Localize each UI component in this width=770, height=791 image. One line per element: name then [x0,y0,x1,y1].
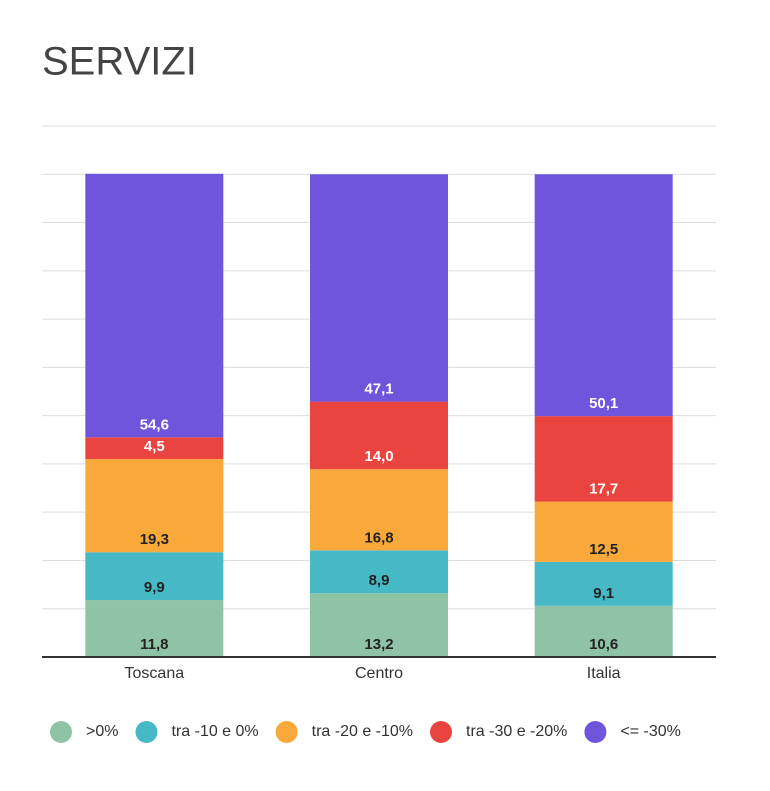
bar-segment [534,605,673,657]
legend-label: >0% [86,723,118,740]
x-tick-label: Italia [587,665,621,682]
legend-marker [135,721,158,743]
value-label: 8,9 [369,572,390,589]
value-label: 50,1 [589,395,618,412]
value-label: 14,0 [364,448,393,465]
bar-segment [85,552,224,601]
bar-segment [85,600,224,657]
legend-label: tra -30 e -20% [466,723,567,740]
bar-segment [534,561,673,606]
bar-segment [534,416,673,502]
bar-segment [534,501,673,562]
value-label: 9,9 [144,579,165,596]
value-label: 47,1 [364,381,393,398]
value-label: 17,7 [589,481,618,498]
x-tick-label: Centro [355,665,403,682]
bar-segment [310,469,448,551]
legend-label: tra -20 e -10% [312,723,413,740]
value-label: 11,8 [140,636,168,653]
bar-segment [310,401,448,470]
bar-segment [85,173,224,438]
value-label: 54,6 [140,416,169,433]
value-label: 16,8 [364,529,393,546]
legend-label: <= -30% [620,723,680,740]
legend-marker [430,721,453,743]
value-label: 10,6 [589,636,618,653]
legend-marker [584,721,607,743]
bar-segment [85,437,224,460]
legend-marker [50,721,72,743]
value-label: 13,2 [364,636,393,653]
bar-segment [310,550,448,594]
value-label: 12,5 [589,541,618,558]
legend-label: tra -10 e 0% [171,723,258,740]
chart-title: SERVIZI [42,40,197,84]
bar-segment [85,459,224,553]
value-label: 9,1 [593,585,614,602]
bar-segment [310,593,448,657]
legend-marker [275,721,298,743]
bar-segment [310,174,448,402]
value-label: 19,3 [140,531,169,548]
bar-segment [534,174,673,417]
x-tick-label: Toscana [125,665,185,682]
value-label: 4,5 [144,438,165,455]
